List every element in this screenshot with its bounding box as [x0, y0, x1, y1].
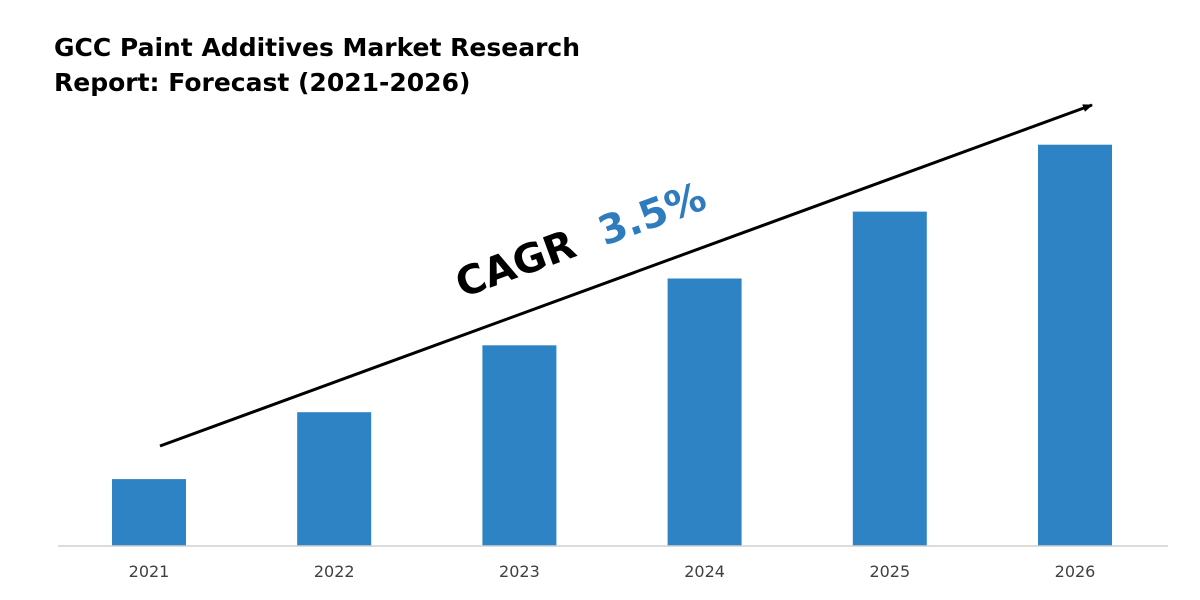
x-tick-label-2024: 2024 [684, 562, 725, 581]
cagr-value: 3.5% [592, 174, 712, 255]
x-tick-label-2023: 2023 [499, 562, 540, 581]
x-tick-label-2022: 2022 [314, 562, 355, 581]
x-tick-label-2025: 2025 [869, 562, 910, 581]
x-tick-labels: 2021 2022 2023 2024 2025 2026 [129, 562, 1096, 581]
bar-2025 [852, 211, 927, 546]
trend-arrow [159, 103, 1093, 448]
bar-2024 [667, 278, 742, 546]
x-tick-label-2021: 2021 [129, 562, 170, 581]
bars-layer [112, 144, 1112, 546]
chart-title: GCC Paint Additives Market Research Repo… [54, 33, 581, 97]
x-tick-label-2026: 2026 [1055, 562, 1096, 581]
bar-2021 [112, 479, 186, 546]
bar-2026 [1038, 144, 1112, 546]
bar-2023 [482, 345, 557, 546]
bar-2022 [297, 412, 372, 546]
cagr-label: CAGR [450, 222, 582, 308]
